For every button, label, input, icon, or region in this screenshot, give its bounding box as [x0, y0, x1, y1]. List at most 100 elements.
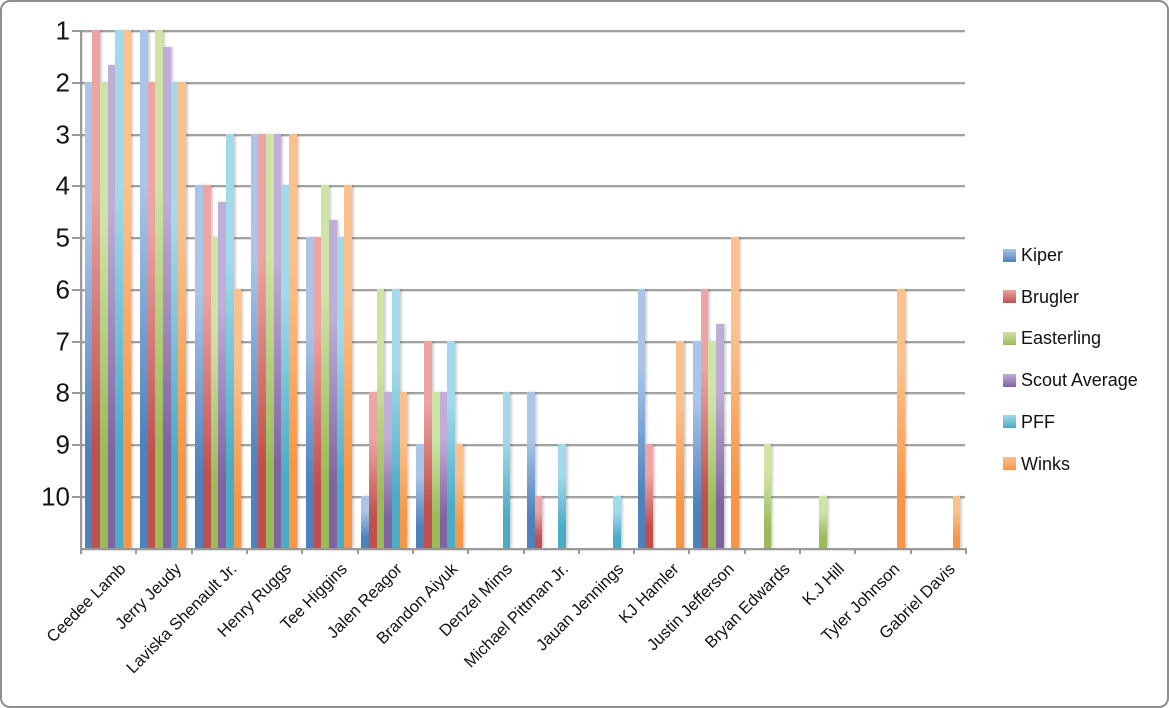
bar-group-brandon-aiyuk	[412, 30, 467, 548]
bar-scout-average-henry-ruggs	[273, 133, 282, 548]
bar-brugler-justin-jefferson	[700, 288, 709, 548]
bar-group-laviska-shenault-jr	[191, 30, 246, 548]
gridline	[80, 133, 965, 136]
legend-item-kiper: Kiper	[1003, 245, 1063, 265]
bar-pff-tee-higgins	[336, 237, 345, 548]
x-axis-tick	[909, 547, 912, 554]
bar-group-k-j-hill	[799, 30, 854, 548]
y-axis-tick	[72, 340, 80, 343]
bar-pff-jauan-jennings	[613, 496, 621, 548]
bar-kiper-michael-pittman-jr	[527, 392, 535, 548]
bar-scout-average-tee-higgins	[328, 220, 337, 548]
bar-brugler-michael-pittman-jr	[534, 496, 543, 548]
bar-kiper-laviska-shenault-jr	[195, 185, 203, 548]
bar-group-denzel-mims	[467, 30, 522, 548]
y-tick-label: 8	[55, 377, 70, 408]
bar-winks-jerry-jeudy	[178, 81, 187, 548]
legend-swatch-pff	[1003, 415, 1016, 429]
bar-winks-tyler-johnson	[897, 288, 906, 548]
bar-easterling-jalen-reagor	[376, 288, 385, 548]
bar-group-ceedee-lamb	[80, 30, 135, 548]
bar-winks-brandon-aiyuk	[454, 444, 463, 548]
y-axis-tick	[72, 237, 80, 240]
x-axis-tick	[301, 547, 304, 554]
bar-kiper-brandon-aiyuk	[416, 444, 425, 548]
bar-brugler-ceedee-lamb	[92, 30, 100, 548]
legend-item-scout-average: Scout Average	[1003, 370, 1138, 390]
bar-pff-jerry-jeudy	[170, 81, 179, 548]
x-axis-tick	[80, 547, 82, 554]
bar-group-tyler-johnson	[854, 30, 909, 548]
bar-kiper-justin-jefferson	[693, 340, 701, 548]
x-axis-tick	[577, 547, 580, 554]
y-tick-label: 5	[55, 222, 70, 253]
legend-item-pff: PFF	[1003, 412, 1055, 432]
legend-label-easterling: Easterling	[1021, 328, 1102, 349]
bar-brugler-kj-hamler	[645, 444, 654, 548]
x-tick-label-ceedee-lamb: Ceedee Lamb	[43, 559, 130, 646]
y-axis-tick	[72, 81, 80, 84]
bar-group-michael-pittman-jr	[523, 30, 578, 548]
legend-label-winks: Winks	[1021, 453, 1070, 474]
bar-easterling-ceedee-lamb	[99, 81, 108, 548]
y-axis-tick	[72, 133, 80, 136]
x-axis-tick	[799, 547, 802, 554]
x-axis-tick	[245, 547, 248, 554]
bar-winks-kj-hamler	[676, 340, 684, 548]
bar-easterling-henry-ruggs	[265, 133, 274, 548]
bar-group-jalen-reagor	[357, 30, 412, 548]
bar-easterling-k-j-hill	[819, 496, 827, 548]
x-axis-tick	[190, 547, 193, 554]
y-axis-tick	[72, 392, 80, 395]
gridline	[80, 237, 965, 240]
bar-kiper-jalen-reagor	[361, 496, 369, 548]
x-axis-tick	[411, 547, 414, 554]
y-axis-tick	[72, 288, 80, 291]
y-tick-label: 9	[55, 429, 70, 460]
bar-pff-jalen-reagor	[391, 288, 400, 548]
x-axis-tick	[135, 547, 138, 554]
bar-easterling-bryan-edwards	[763, 444, 772, 548]
bar-pff-denzel-mims	[502, 392, 511, 548]
x-tick-label-michael-pittman-jr: Michael Pittman Jr.	[460, 559, 572, 672]
bar-group-justin-jefferson	[688, 30, 743, 548]
legend-swatch-kiper	[1003, 248, 1016, 262]
y-axis-tick	[72, 185, 80, 188]
x-axis-tick	[743, 547, 746, 554]
bar-winks-jalen-reagor	[399, 392, 408, 548]
bar-brugler-jalen-reagor	[368, 392, 377, 548]
bar-kiper-jerry-jeudy	[139, 30, 148, 548]
bar-brugler-laviska-shenault-jr	[202, 185, 211, 548]
bar-kiper-tee-higgins	[305, 237, 314, 548]
y-axis-tick	[72, 496, 80, 499]
bar-scout-average-laviska-shenault-jr	[218, 202, 226, 548]
y-tick-label: 2	[55, 67, 70, 98]
bar-easterling-laviska-shenault-jr	[210, 237, 219, 548]
y-tick-label: 3	[55, 119, 70, 150]
bar-kiper-kj-hamler	[637, 288, 646, 548]
bar-kiper-henry-ruggs	[250, 133, 259, 548]
legend-swatch-easterling	[1003, 331, 1016, 345]
y-tick-label: 7	[55, 326, 70, 357]
gridline	[80, 444, 965, 447]
bar-easterling-jerry-jeudy	[155, 30, 163, 548]
bar-group-gabriel-davis	[910, 30, 965, 548]
bar-group-bryan-edwards	[744, 30, 799, 548]
gridline	[80, 340, 965, 343]
x-axis-tick	[522, 547, 525, 554]
bar-group-henry-ruggs	[246, 30, 301, 548]
gridline	[80, 392, 965, 395]
bar-winks-henry-ruggs	[288, 133, 297, 548]
bar-brugler-henry-ruggs	[258, 133, 266, 548]
bar-winks-ceedee-lamb	[123, 30, 131, 548]
gridline	[80, 185, 965, 188]
bar-group-jerry-jeudy	[135, 30, 190, 548]
y-axis-tick	[72, 30, 80, 32]
bar-brugler-jerry-jeudy	[147, 81, 156, 548]
x-axis-tick	[467, 547, 470, 554]
x-axis-tick	[633, 547, 636, 554]
legend-label-scout-average: Scout Average	[1021, 370, 1138, 391]
gridline	[80, 81, 965, 84]
legend-label-kiper: Kiper	[1021, 245, 1064, 265]
